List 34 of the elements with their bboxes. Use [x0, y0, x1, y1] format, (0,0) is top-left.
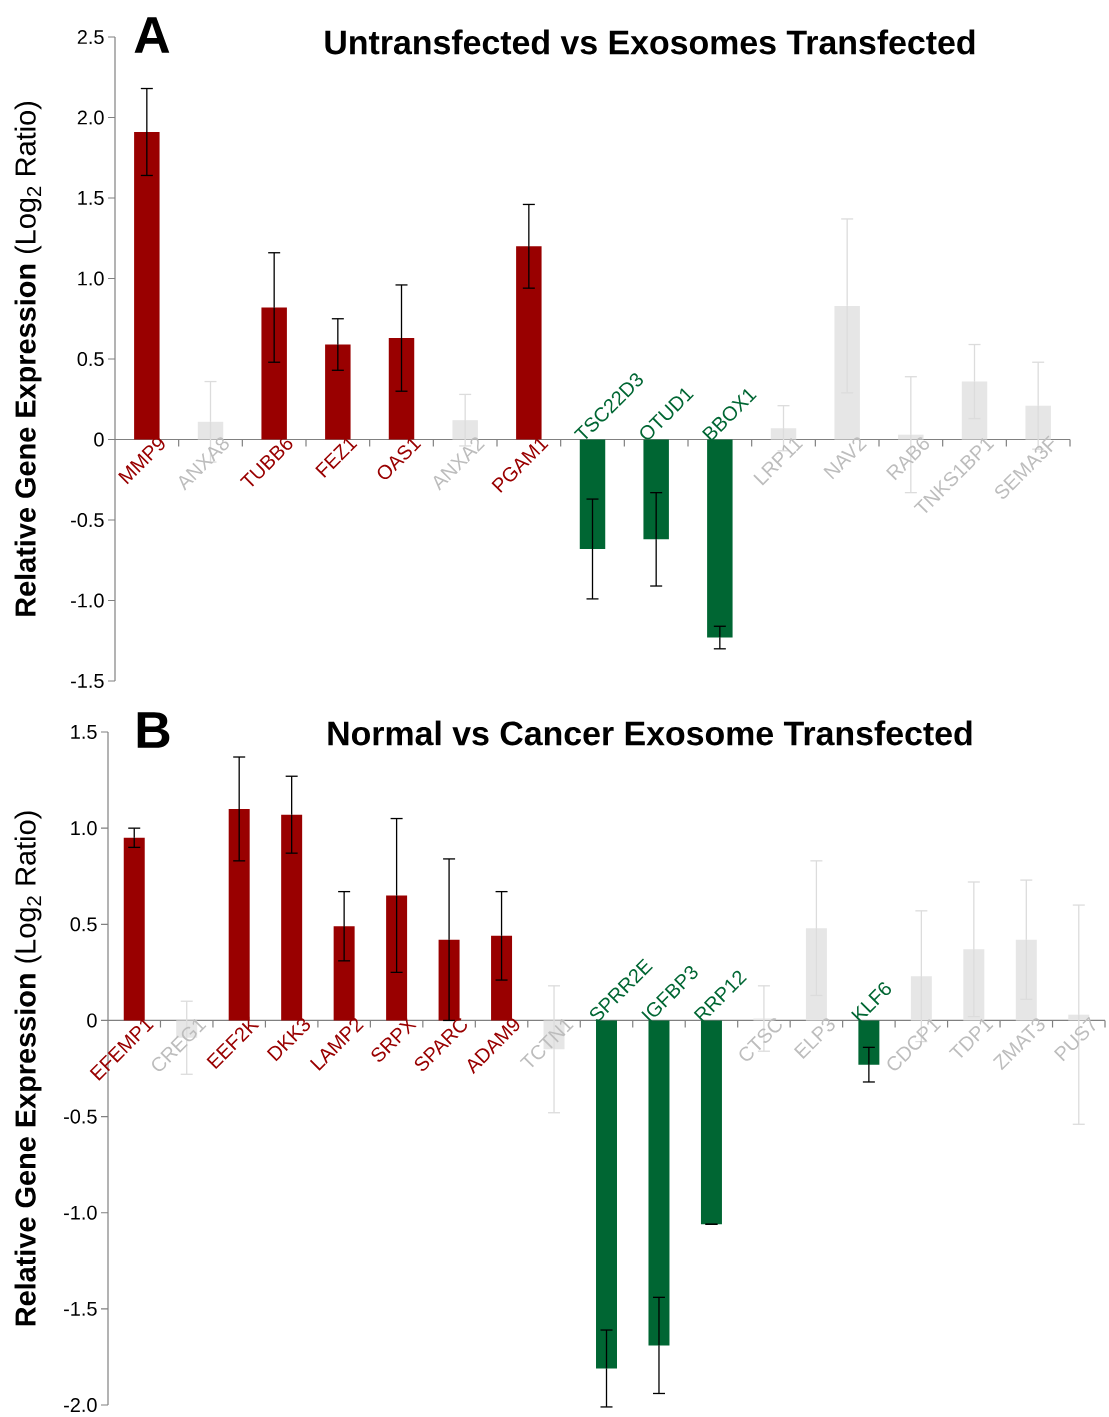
bar	[134, 132, 160, 440]
bar	[643, 439, 669, 540]
y-tick-label: 2.5	[77, 29, 104, 45]
y-tick-label: -2.0	[64, 1397, 97, 1413]
bar	[648, 1020, 670, 1346]
annotation: A	[134, 17, 170, 53]
bar	[325, 344, 351, 440]
y-tick-label: 1.5	[71, 725, 97, 739]
y-tick-label: 2.0	[77, 110, 104, 125]
chart-title: Untransfected vs Exosomes Transfected	[325, 29, 975, 55]
y-tick-label: 1.0	[78, 271, 104, 286]
y-tick-label: 0	[94, 432, 104, 447]
y-tick-label: -1.0	[64, 1205, 97, 1220]
bar	[516, 246, 542, 440]
bar	[596, 1020, 617, 1369]
y-axis-title: Relative Gene Expression (Log$_{2}$ Ratio)	[14, 811, 42, 1326]
y-tick-label: -0.5	[71, 512, 104, 528]
y-tick-label: 1.0	[71, 821, 97, 836]
y-tick-label: -1.0	[71, 593, 104, 608]
y-tick-label: -1.5	[64, 1301, 97, 1316]
annotation: B	[137, 712, 170, 748]
bar	[700, 1020, 722, 1225]
y-axis-title: Relative Gene Expression (Log$_{2}$ Ratio)	[14, 102, 42, 616]
bar	[858, 1020, 880, 1065]
bar	[261, 307, 287, 440]
bar	[707, 439, 733, 638]
bar	[579, 439, 606, 549]
y-tick-label: -0.5	[64, 1109, 97, 1124]
y-tick-label: 1.5	[78, 191, 104, 205]
y-tick-label: -1.5	[71, 674, 104, 688]
chart-title: Normal vs Cancer Exosome Transfected	[328, 720, 972, 746]
y-tick-label: 0.5	[77, 351, 104, 367]
y-tick-label: 0.5	[70, 917, 97, 932]
bar	[123, 837, 145, 1021]
